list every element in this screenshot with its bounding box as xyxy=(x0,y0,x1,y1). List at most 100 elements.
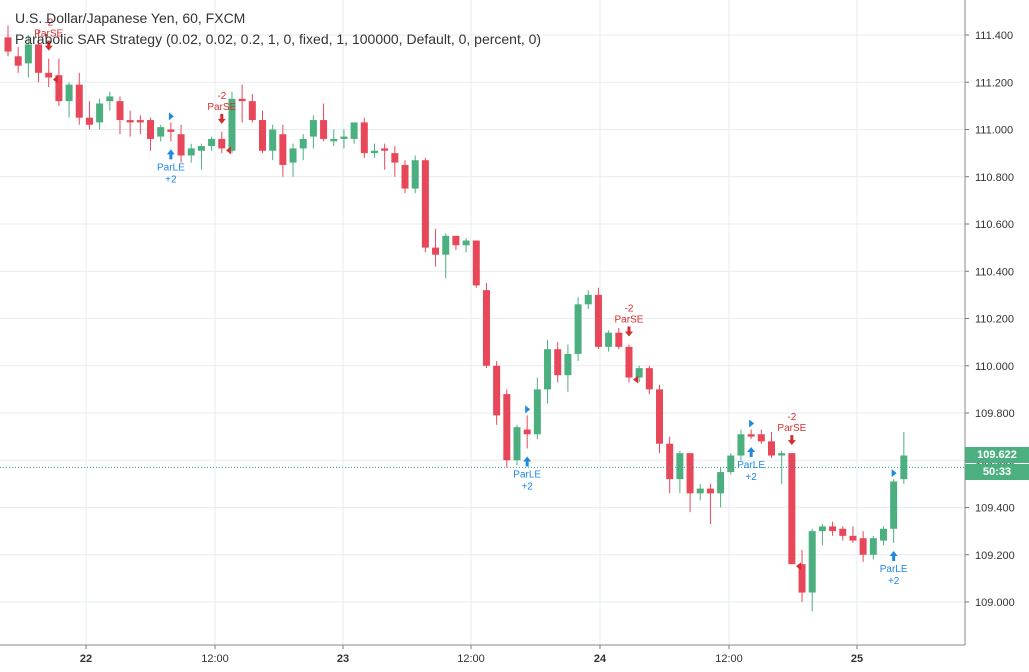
candle-body xyxy=(686,453,694,494)
flag-right-icon xyxy=(749,419,755,428)
candle xyxy=(462,238,470,253)
candle xyxy=(167,122,175,142)
candle-body xyxy=(218,138,226,149)
candle-body xyxy=(106,96,114,102)
candle xyxy=(136,115,144,135)
candle-body xyxy=(503,394,511,461)
y-tick-label: 110.400 xyxy=(975,266,1014,278)
candle xyxy=(533,377,541,439)
candle-body xyxy=(177,134,185,156)
candle-body xyxy=(544,349,552,390)
candle-body xyxy=(859,538,867,555)
candle xyxy=(523,415,531,449)
candle xyxy=(482,283,490,369)
signals: -2ParSEParLE+2-2ParSEParLE+2-2ParSEParLE… xyxy=(34,18,908,587)
long-entry-signal: ParLE+2 xyxy=(157,112,185,185)
y-tick-label: 110.600 xyxy=(975,219,1014,231)
candle xyxy=(778,450,786,484)
candle xyxy=(544,339,552,404)
candle xyxy=(411,155,419,194)
candle-body xyxy=(625,346,633,378)
x-tick-label: 12:00 xyxy=(715,653,743,665)
candle xyxy=(829,521,837,536)
candle xyxy=(45,58,53,87)
candle-body xyxy=(472,240,480,286)
candle-body xyxy=(370,150,378,154)
candle xyxy=(717,467,725,508)
candle xyxy=(696,483,704,501)
candle-body xyxy=(136,120,144,123)
countdown-tag: 50:33 xyxy=(965,464,1029,481)
long-entry-signal: ParLE+2 xyxy=(513,405,541,492)
candle xyxy=(493,361,501,425)
candle-body xyxy=(574,304,582,354)
signal-qty: -2 xyxy=(787,412,796,423)
x-tick-label: 25 xyxy=(851,653,863,665)
candle-body xyxy=(340,136,348,139)
candle-body xyxy=(554,349,562,376)
candle xyxy=(890,479,898,543)
candle-body xyxy=(411,160,419,189)
candle-body xyxy=(350,122,358,139)
candle xyxy=(432,228,440,267)
candle xyxy=(503,389,511,468)
candle xyxy=(737,429,745,461)
arrow-down-icon xyxy=(624,326,633,337)
candle-body xyxy=(14,56,22,66)
candle-body xyxy=(401,164,409,189)
candle xyxy=(228,91,236,154)
candle-body xyxy=(533,389,541,435)
y-tick-label: 110.200 xyxy=(975,314,1014,326)
arrow-down-icon xyxy=(44,40,53,51)
candle-body xyxy=(259,120,266,151)
candle xyxy=(259,110,266,154)
candle-body xyxy=(808,531,816,593)
signal-label: ParLE xyxy=(880,564,908,575)
candle xyxy=(564,344,572,392)
candle-body xyxy=(462,240,470,246)
candle xyxy=(401,160,409,194)
y-tick-label: 109.800 xyxy=(975,408,1015,420)
candle xyxy=(4,25,12,57)
candle xyxy=(676,450,684,494)
candle-body xyxy=(330,138,338,142)
candle xyxy=(615,327,623,350)
candle-body xyxy=(208,138,216,147)
candle xyxy=(85,101,93,130)
candle-body xyxy=(228,98,236,151)
candle xyxy=(197,143,205,170)
signal-label: ParSE xyxy=(615,314,644,325)
candle-body xyxy=(442,235,450,255)
candle xyxy=(900,431,908,484)
candle xyxy=(625,344,633,383)
candle xyxy=(340,129,348,149)
candle-body xyxy=(666,443,674,480)
candle-body xyxy=(513,427,521,461)
candle xyxy=(869,535,877,560)
candle xyxy=(116,96,124,135)
candle xyxy=(645,365,653,395)
signal-qty: +2 xyxy=(165,174,177,185)
signal-label: ParLE xyxy=(513,469,541,480)
chart-title: U.S. Dollar/Japanese Yen, 60, FXCM xyxy=(15,10,246,26)
flag-left-icon xyxy=(633,375,639,384)
candle xyxy=(208,136,216,151)
arrow-up-icon xyxy=(523,456,532,467)
candle xyxy=(808,528,816,612)
signal-label: ParLE xyxy=(737,460,765,471)
candle xyxy=(788,453,796,565)
candle-body xyxy=(96,103,104,123)
last-price-tag: 109.622 xyxy=(965,447,1029,464)
candle xyxy=(238,84,246,123)
candle xyxy=(65,82,73,118)
candle-body xyxy=(187,148,195,156)
signal-label: ParSE xyxy=(207,102,236,113)
candle-body xyxy=(65,84,73,102)
y-tick-label: 109.000 xyxy=(975,597,1015,609)
candle-body xyxy=(35,44,43,73)
candle-body xyxy=(157,127,165,137)
candle-body xyxy=(778,453,786,456)
x-tick-label: 22 xyxy=(80,653,92,665)
